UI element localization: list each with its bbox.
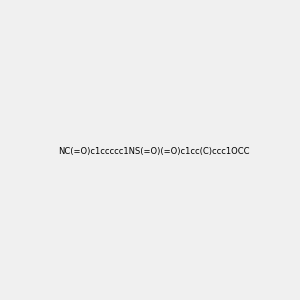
Text: NC(=O)c1ccccc1NS(=O)(=O)c1cc(C)ccc1OCC: NC(=O)c1ccccc1NS(=O)(=O)c1cc(C)ccc1OCC [58, 147, 250, 156]
